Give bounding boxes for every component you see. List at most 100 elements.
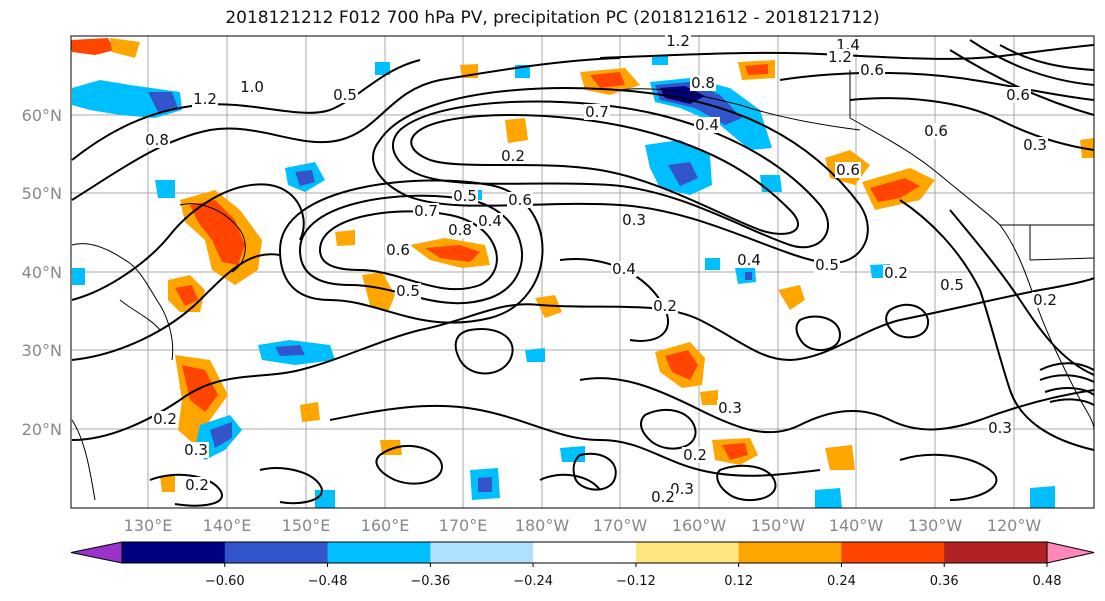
contour-label-bg bbox=[736, 252, 762, 268]
colorbar-tick-label: 0.12 bbox=[724, 574, 753, 589]
contour-label: 0.8 bbox=[448, 221, 472, 239]
contour-label: 0.4 bbox=[612, 260, 636, 278]
contour-label: 0.8 bbox=[145, 131, 169, 149]
contour-label: 0.4 bbox=[737, 251, 761, 269]
colorbar-tick-label: −0.60 bbox=[205, 574, 245, 589]
lon-label: 130°W bbox=[908, 516, 963, 535]
contour-label-bg bbox=[332, 87, 358, 103]
colorbar-tick-label: −0.36 bbox=[410, 574, 450, 589]
contour-label-bg bbox=[939, 277, 965, 293]
contour-label-bg bbox=[184, 477, 210, 493]
contour-labels: 1.21.00.80.51.2 1.41.20.60.80.70.4 0.60.20… bbox=[144, 32, 1058, 506]
contour-label-bg bbox=[507, 192, 533, 208]
lon-label: 130°E bbox=[124, 516, 173, 535]
contour-label: 0.3 bbox=[622, 211, 646, 229]
lon-label: 170°E bbox=[439, 516, 488, 535]
longitude-labels: 130°E 140°E 150°E 160°E 170°E 180°W 170°W 160°W… bbox=[124, 516, 1042, 535]
contour-label: 0.6 bbox=[1006, 86, 1030, 104]
contour-label: 0.6 bbox=[860, 61, 884, 79]
chart-title: 2018121212 F012 700 hPa PV, precipitatio… bbox=[225, 8, 880, 28]
contour-label-bg bbox=[452, 188, 478, 204]
contour-label-bg bbox=[814, 257, 840, 273]
contour-label: 0.5 bbox=[396, 282, 420, 300]
contour-label-bg bbox=[385, 242, 411, 258]
contour-label-bg bbox=[652, 298, 678, 314]
contour-label: 0.2 bbox=[153, 410, 177, 428]
contour-label: 0.2 bbox=[884, 264, 908, 282]
colorbar-high-arrow bbox=[1046, 541, 1095, 564]
contour-label-bg bbox=[413, 203, 439, 219]
contour-label: 0.2 bbox=[651, 488, 675, 506]
colorbar-tick-label: 0.24 bbox=[827, 574, 856, 589]
contour-label: 0.3 bbox=[988, 419, 1012, 437]
contour-label: 0.8 bbox=[691, 74, 715, 92]
lon-label: 160°E bbox=[361, 516, 410, 535]
contour-label-bg bbox=[650, 489, 676, 505]
contour-label: 1.2 bbox=[828, 48, 852, 66]
colorbar-bin bbox=[841, 542, 945, 563]
lat-label: 20°N bbox=[22, 420, 62, 439]
contour-label: 0.2 bbox=[1033, 291, 1057, 309]
contour-label-bg bbox=[883, 265, 909, 281]
contour-label-bg bbox=[152, 411, 178, 427]
contour-label: 1.0 bbox=[240, 78, 264, 96]
contour-label: 0.5 bbox=[815, 256, 839, 274]
colorbar-tick-label: −0.12 bbox=[616, 574, 656, 589]
lon-label: 140°E bbox=[203, 516, 252, 535]
colorbar-bin bbox=[122, 542, 226, 563]
colorbar-tick-label: −0.24 bbox=[513, 574, 553, 589]
contour-label: 1.2 bbox=[193, 90, 217, 108]
contour-label-bg bbox=[395, 283, 421, 299]
contour-label-bg bbox=[477, 213, 503, 229]
lon-label: 140°W bbox=[829, 516, 884, 535]
colorbar-bin bbox=[944, 542, 1048, 563]
contour-label: 0.6 bbox=[508, 191, 532, 209]
contour-label: 0.7 bbox=[585, 103, 609, 121]
lon-label: 120°W bbox=[987, 516, 1042, 535]
lon-label: 150°E bbox=[282, 516, 331, 535]
contour-label: 0.5 bbox=[333, 86, 357, 104]
colorbar-tick-label: −0.48 bbox=[308, 574, 348, 589]
contour-label: 0.2 bbox=[185, 476, 209, 494]
contour-label-bg bbox=[827, 49, 853, 65]
colorbar-low-arrow bbox=[70, 541, 123, 564]
lon-label: 150°W bbox=[751, 516, 806, 535]
coastlines bbox=[71, 70, 1094, 501]
colorbar: −0.60 −0.48 −0.36 −0.24 −0.12 0.12 0.24 0.36 0.4… bbox=[70, 541, 1095, 589]
contour-label: 0.7 bbox=[414, 202, 438, 220]
colorbar-tick-label: 0.36 bbox=[930, 574, 959, 589]
contour-label-bg bbox=[1005, 87, 1031, 103]
contour-label-bg bbox=[500, 148, 526, 164]
contour-label: 1.2 bbox=[666, 32, 690, 50]
contour-label-bg bbox=[682, 447, 708, 463]
contour-label-bg bbox=[1032, 292, 1058, 308]
map-frame bbox=[70, 35, 1095, 509]
contour-label-bg bbox=[987, 420, 1013, 436]
contour-label: 0.2 bbox=[501, 147, 525, 165]
contour-label-bg bbox=[144, 132, 170, 148]
contour-label-bg bbox=[239, 79, 265, 95]
lat-label: 50°N bbox=[22, 184, 62, 203]
contour-label: 0.6 bbox=[386, 241, 410, 259]
contour-label: 0.2 bbox=[653, 297, 677, 315]
lon-label: 180°W bbox=[515, 516, 570, 535]
colorbar-bin bbox=[327, 542, 431, 563]
lat-label: 30°N bbox=[22, 341, 62, 360]
contour-label: 0.4 bbox=[478, 212, 502, 230]
map-content bbox=[71, 36, 1094, 508]
contour-label-bg bbox=[447, 222, 473, 238]
contour-label-bg bbox=[192, 91, 218, 107]
contour-label-bg bbox=[584, 104, 610, 120]
contour-label: 0.3 bbox=[184, 441, 208, 459]
precip-shading bbox=[71, 38, 1094, 508]
contour-label: 0.4 bbox=[695, 116, 719, 134]
colorbar-bin bbox=[738, 542, 842, 563]
contour-label: 0.2 bbox=[683, 446, 707, 464]
contour-label: 0.5 bbox=[453, 187, 477, 205]
contour-label-bg bbox=[923, 123, 949, 139]
contour-label-bg bbox=[665, 33, 691, 49]
contour-label-bg bbox=[835, 162, 861, 178]
lon-label: 170°W bbox=[593, 516, 648, 535]
contour-label-bg bbox=[183, 442, 209, 458]
